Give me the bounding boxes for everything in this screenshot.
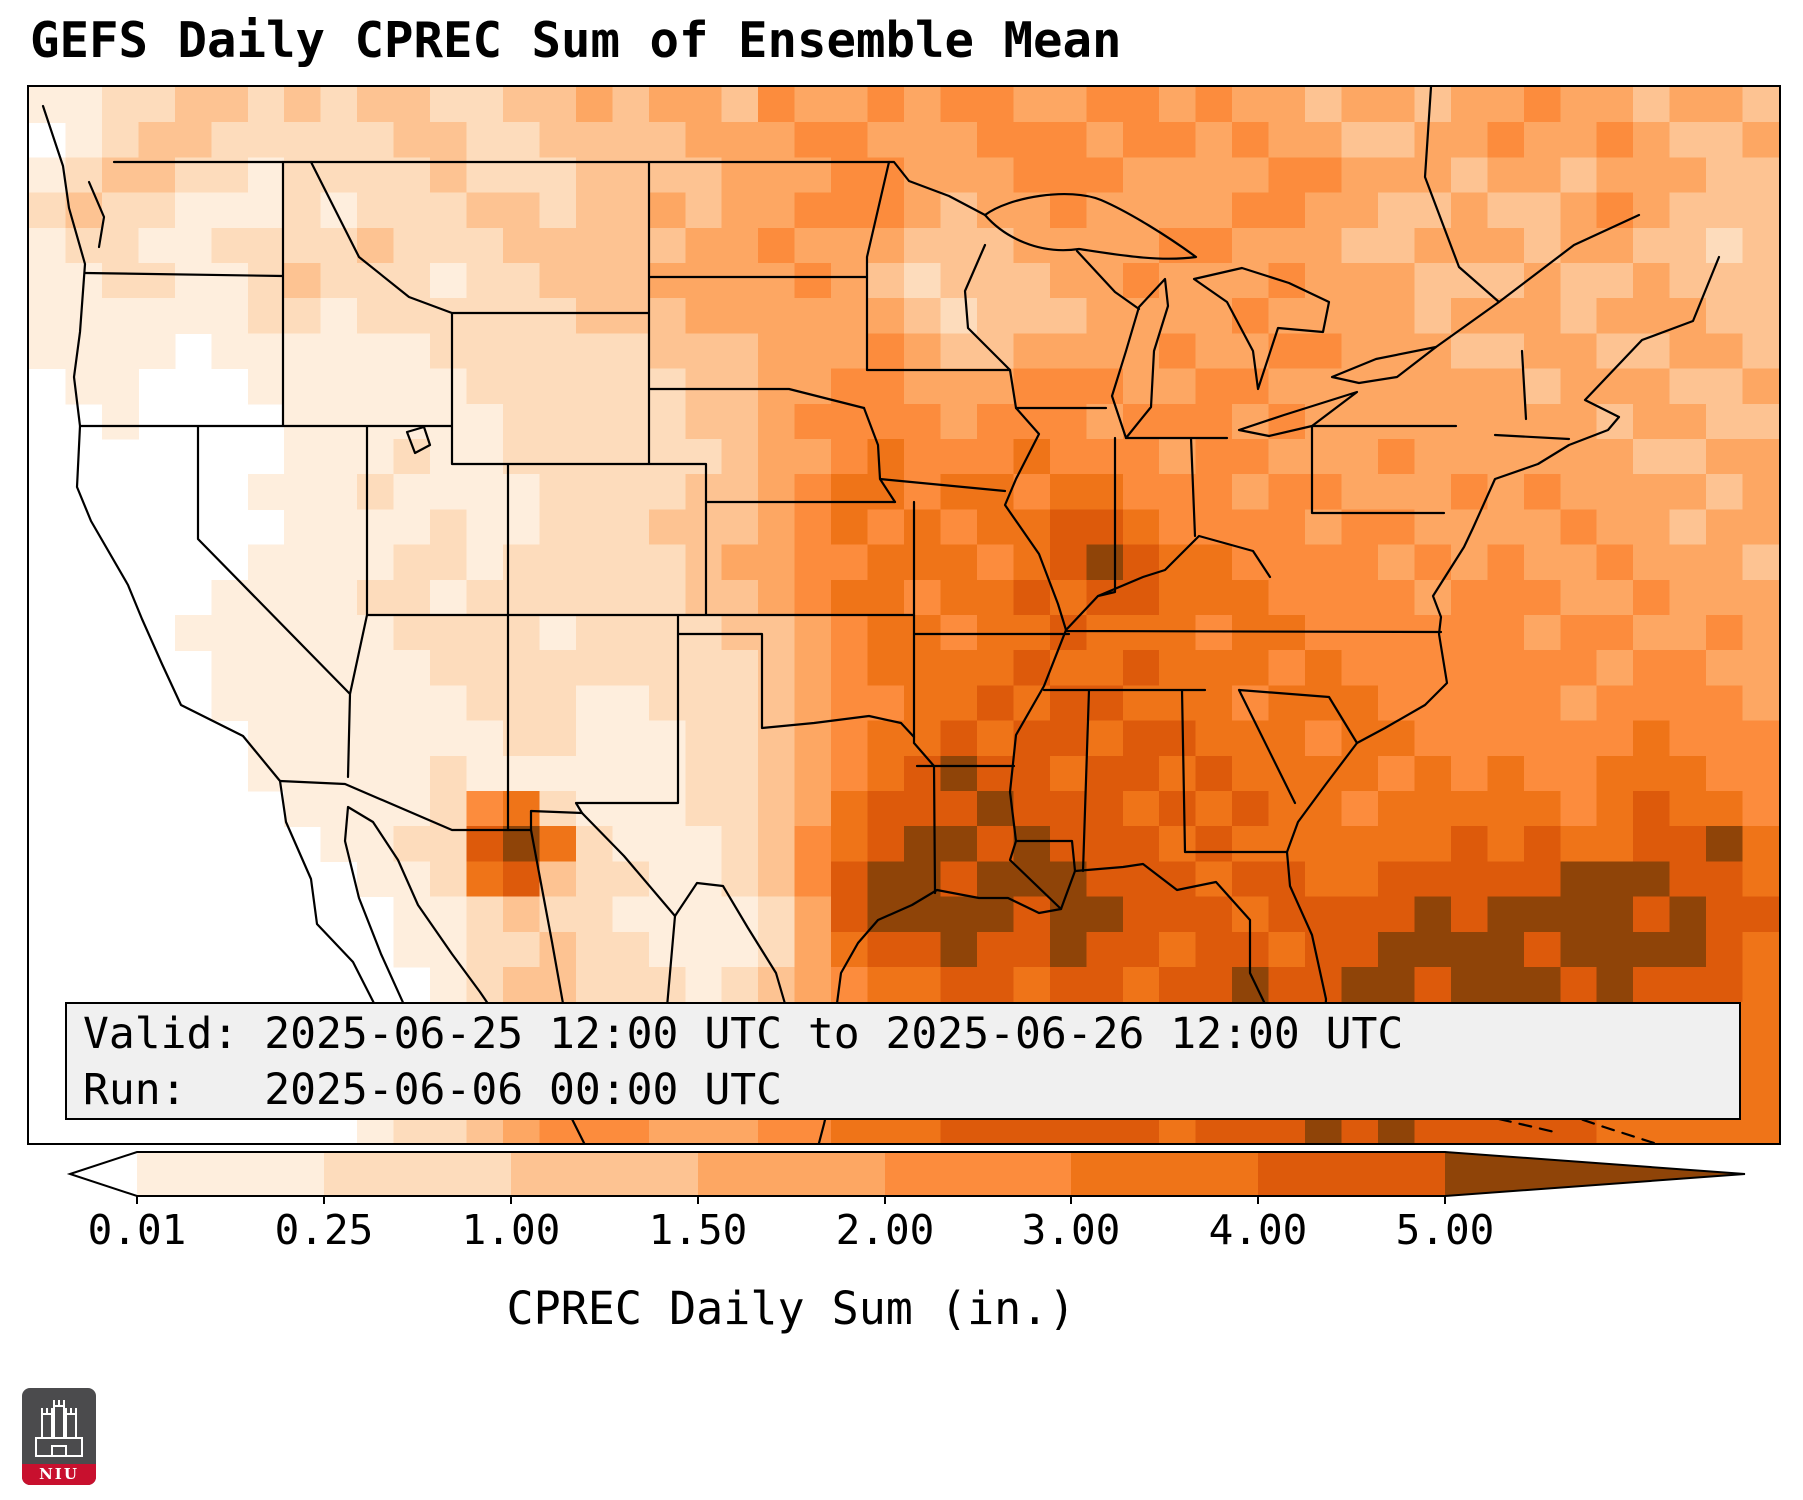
st-lawrence	[1423, 87, 1641, 349]
chart-title: GEFS Daily CPREC Sum of Ensemble Mean	[30, 12, 1122, 69]
valid-run-info-box: Valid: 2025-06-25 12:00 UTC to 2025-06-2…	[65, 1002, 1741, 1120]
precipitation-map: Valid: 2025-06-25 12:00 UTC to 2025-06-2…	[27, 85, 1781, 1145]
castle-icon	[35, 1400, 83, 1457]
cuba-coastline	[1417, 1089, 1656, 1143]
central-state-lines	[862, 160, 1077, 911]
run-time-text: Run: 2025-06-06 00:00 UTC	[83, 1065, 782, 1115]
colorbar-tick-label-3: 1.00	[461, 1206, 561, 1254]
western-state-lines	[78, 160, 916, 832]
eastern-state-lines	[1014, 249, 1571, 873]
canada-border	[112, 160, 987, 217]
colorbar-tick-label-1: 0.01	[87, 1206, 187, 1254]
niu-logo: NIU	[22, 1388, 96, 1485]
colorbar-tick-label-8: 5.00	[1395, 1206, 1495, 1254]
colorbar-segments	[66, 1151, 1746, 1204]
map-canvas	[29, 87, 1779, 1143]
colorbar-tick-label-5: 2.00	[835, 1206, 935, 1254]
valid-time-text: Valid: 2025-06-25 12:00 UTC to 2025-06-2…	[83, 1009, 1404, 1059]
puget-sound	[87, 180, 106, 249]
mexico-border	[278, 779, 843, 1035]
colorbar-tick-label-4: 1.50	[648, 1206, 748, 1254]
niu-logo-text: NIU	[22, 1464, 96, 1485]
colorbar-axis-label: CPREC Daily Sum (in.)	[506, 1282, 1076, 1335]
colorbar-tick-label-7: 4.00	[1208, 1206, 1308, 1254]
pacific-coastline	[41, 104, 586, 1143]
colorbar	[66, 1151, 1746, 1204]
geo-borders	[41, 87, 1721, 1143]
colorbar-tick-label-6: 3.00	[1021, 1206, 1121, 1254]
colorbar-tick-label-2: 0.25	[274, 1206, 374, 1254]
